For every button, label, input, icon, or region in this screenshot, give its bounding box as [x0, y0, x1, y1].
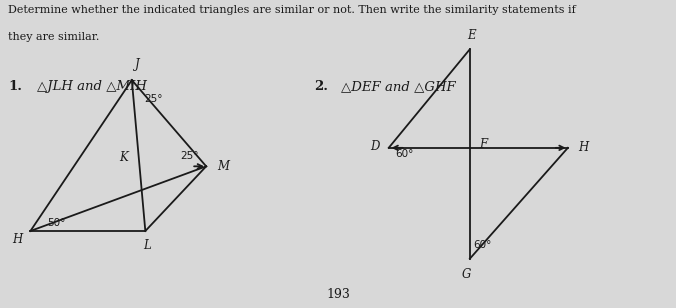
- Text: Determine whether the indicated triangles are similar or not. Then write the sim: Determine whether the indicated triangle…: [8, 5, 576, 14]
- Text: 193: 193: [326, 288, 350, 301]
- Text: M: M: [217, 160, 229, 173]
- Text: 60°: 60°: [473, 240, 491, 250]
- Text: F: F: [479, 138, 487, 151]
- Text: △JLH and △MIH: △JLH and △MIH: [37, 80, 147, 93]
- Text: H: H: [12, 233, 22, 246]
- Text: 1.: 1.: [8, 80, 22, 93]
- Text: K: K: [120, 151, 128, 164]
- Text: 60°: 60°: [395, 149, 414, 159]
- Text: J: J: [135, 59, 140, 71]
- Text: △DEF and △GHF: △DEF and △GHF: [341, 80, 456, 93]
- Text: E: E: [468, 29, 476, 42]
- Text: L: L: [143, 239, 151, 252]
- Text: 25°: 25°: [180, 151, 199, 161]
- Text: D: D: [370, 140, 379, 153]
- Text: 2.: 2.: [314, 80, 329, 93]
- Text: they are similar.: they are similar.: [8, 32, 99, 42]
- Text: G: G: [462, 268, 471, 281]
- Text: H: H: [578, 141, 588, 154]
- Text: 25°: 25°: [144, 94, 162, 104]
- Text: 50°: 50°: [47, 218, 66, 228]
